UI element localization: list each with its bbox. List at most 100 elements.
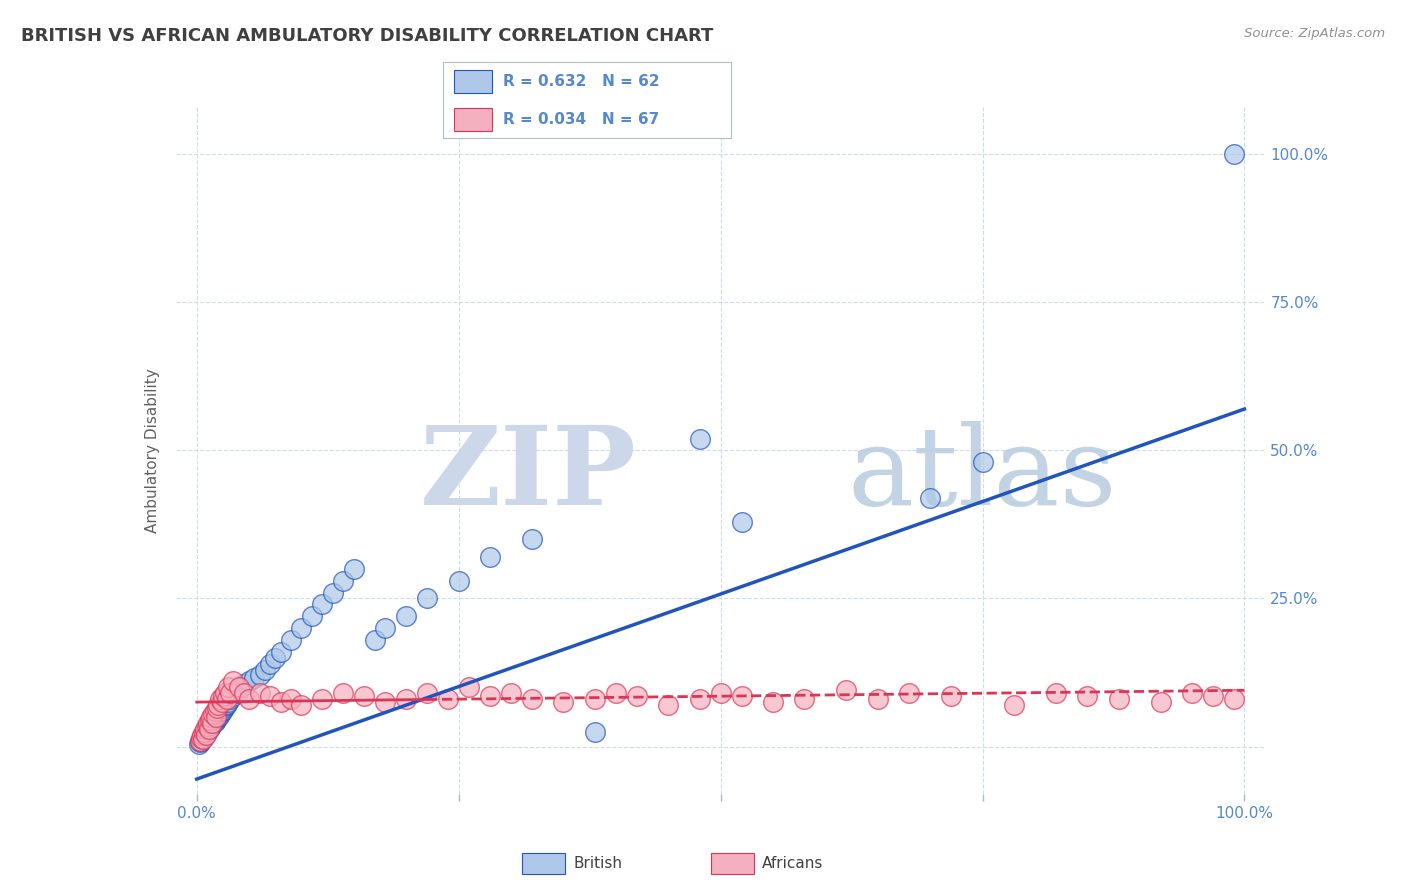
- Point: [208, 706, 231, 721]
- Point: [730, 689, 752, 703]
- Point: [197, 723, 219, 737]
- Point: [191, 728, 214, 742]
- Point: [499, 686, 522, 700]
- Point: [1181, 686, 1204, 700]
- Bar: [522, 853, 565, 874]
- Point: [188, 735, 211, 749]
- Point: [264, 650, 287, 665]
- Point: [1108, 692, 1130, 706]
- Point: [479, 549, 502, 564]
- Point: [238, 692, 260, 706]
- Point: [447, 574, 470, 588]
- Point: [730, 515, 752, 529]
- Point: [395, 609, 418, 624]
- Point: [353, 689, 375, 703]
- Point: [200, 710, 222, 724]
- Point: [1149, 695, 1171, 709]
- Point: [689, 432, 711, 446]
- Point: [835, 683, 858, 698]
- Point: [280, 692, 302, 706]
- Point: [332, 574, 354, 588]
- Point: [416, 686, 439, 700]
- Point: [222, 689, 245, 703]
- Point: [479, 689, 502, 703]
- Point: [232, 677, 254, 691]
- Point: [208, 692, 231, 706]
- Point: [364, 632, 387, 647]
- Point: [207, 710, 229, 724]
- Point: [270, 695, 292, 709]
- Point: [458, 681, 481, 695]
- Point: [204, 713, 226, 727]
- Point: [416, 591, 439, 606]
- Point: [195, 726, 218, 740]
- Point: [689, 692, 711, 706]
- Point: [193, 724, 215, 739]
- Point: [311, 598, 333, 612]
- Point: [198, 722, 221, 736]
- Point: [343, 562, 366, 576]
- Point: [1002, 698, 1025, 712]
- Point: [205, 711, 228, 725]
- Point: [202, 706, 225, 721]
- Point: [332, 686, 354, 700]
- Point: [898, 686, 921, 700]
- Point: [270, 645, 292, 659]
- Point: [191, 731, 214, 745]
- Point: [211, 704, 233, 718]
- Point: [1223, 147, 1246, 161]
- Point: [520, 692, 543, 706]
- Point: [207, 698, 229, 712]
- Point: [710, 686, 733, 700]
- Point: [222, 674, 245, 689]
- Point: [204, 710, 226, 724]
- Text: Source: ZipAtlas.com: Source: ZipAtlas.com: [1244, 27, 1385, 40]
- Point: [204, 714, 226, 729]
- Point: [214, 686, 236, 700]
- Point: [195, 728, 218, 742]
- Point: [194, 728, 217, 742]
- Point: [188, 733, 211, 747]
- Point: [1076, 689, 1098, 703]
- Point: [211, 695, 233, 709]
- Point: [201, 717, 224, 731]
- Point: [793, 692, 815, 706]
- Point: [374, 695, 396, 709]
- Point: [972, 455, 994, 469]
- Point: [208, 708, 231, 723]
- Point: [232, 686, 254, 700]
- Point: [195, 719, 218, 733]
- Point: [311, 692, 333, 706]
- Point: [214, 699, 236, 714]
- Point: [204, 704, 226, 718]
- Point: [290, 621, 312, 635]
- Text: Africans: Africans: [762, 855, 824, 871]
- Point: [243, 672, 266, 686]
- Point: [1223, 692, 1246, 706]
- Point: [202, 715, 225, 730]
- Point: [197, 715, 219, 730]
- Point: [190, 731, 212, 745]
- Point: [249, 686, 271, 700]
- Text: BRITISH VS AFRICAN AMBULATORY DISABILITY CORRELATION CHART: BRITISH VS AFRICAN AMBULATORY DISABILITY…: [21, 27, 713, 45]
- Point: [217, 697, 239, 711]
- Point: [280, 632, 302, 647]
- Bar: [454, 70, 492, 93]
- Point: [866, 692, 889, 706]
- Point: [290, 698, 312, 712]
- Point: [520, 533, 543, 547]
- Point: [229, 681, 252, 695]
- Point: [437, 692, 460, 706]
- Point: [228, 683, 250, 698]
- Point: [583, 724, 606, 739]
- Point: [187, 737, 209, 751]
- Point: [1045, 686, 1067, 700]
- Point: [626, 689, 648, 703]
- Point: [200, 721, 222, 735]
- Bar: [711, 853, 754, 874]
- Point: [219, 686, 242, 700]
- Point: [212, 701, 235, 715]
- Text: ZIP: ZIP: [420, 421, 637, 528]
- Point: [301, 609, 323, 624]
- Point: [395, 692, 418, 706]
